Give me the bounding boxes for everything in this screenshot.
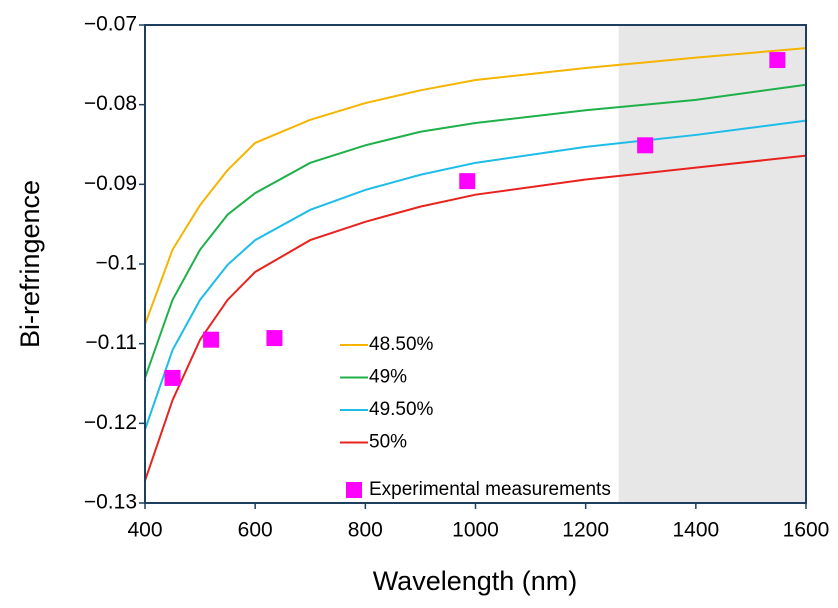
x-axis-label: Wavelength (nm) (373, 566, 578, 596)
legend-label: 49% (369, 367, 407, 388)
x-tick-label: 400 (127, 519, 162, 542)
data-point (203, 331, 220, 348)
plot-frame (144, 24, 807, 504)
y-tick-label: −0.08 (84, 92, 137, 115)
y-tick-label: −0.12 (84, 411, 137, 434)
y-axis-label: Bi-refringence (15, 180, 45, 348)
x-tick-label: 600 (238, 519, 273, 542)
y-tick-label: −0.1 (96, 252, 137, 275)
legend-marker (346, 482, 362, 498)
legend-label: 50% (369, 432, 407, 453)
legend-label: 48.50% (369, 334, 434, 355)
data-point (164, 369, 181, 386)
y-tick-label: −0.13 (84, 491, 137, 514)
x-tick-label: 1600 (783, 519, 830, 542)
data-point (459, 173, 476, 190)
data-point (637, 137, 654, 154)
series-line (144, 119, 807, 431)
series-line (144, 154, 807, 482)
y-tick-label: −0.09 (84, 172, 137, 195)
x-tick-label: 1200 (562, 519, 609, 542)
y-tick-label: −0.07 (84, 13, 137, 36)
x-tick-label: 1400 (672, 519, 719, 542)
legend-label: 49.50% (369, 399, 434, 420)
y-tick-label: −0.11 (85, 331, 137, 354)
x-tick-label: 800 (348, 519, 383, 542)
legend-label: Experimental measurements (369, 479, 611, 500)
x-tick-label: 1000 (452, 519, 499, 542)
series-line (144, 47, 807, 325)
data-point (266, 330, 283, 347)
series-line (144, 83, 807, 379)
data-point (769, 52, 786, 69)
